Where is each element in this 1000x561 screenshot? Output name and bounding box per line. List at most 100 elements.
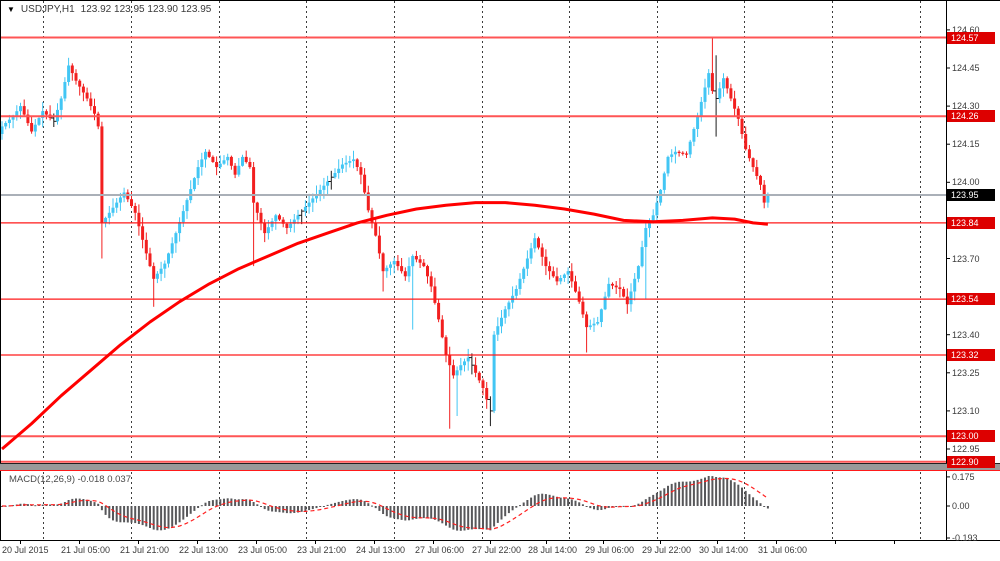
- macd-histogram-bar: [52, 504, 55, 506]
- pane-separator[interactable]: [0, 464, 1000, 470]
- candle-body: [215, 162, 219, 168]
- macd-histogram-bar: [123, 506, 126, 523]
- candle-body: [63, 82, 67, 99]
- candle-body: [333, 173, 337, 178]
- chart-title: ▼ USDJPY,H1 123.92 123.95 123.90 123.95: [7, 4, 211, 15]
- candle-body: [585, 314, 589, 328]
- candle-body: [144, 239, 148, 254]
- macd-histogram-bar: [271, 506, 274, 512]
- macd-histogram-bar: [356, 499, 359, 506]
- candle-body: [115, 202, 119, 208]
- macd-histogram-bar: [729, 480, 732, 506]
- candle-body: [211, 156, 215, 162]
- candle-body: [348, 161, 352, 163]
- candle-body: [322, 185, 326, 190]
- macd-histogram-bar: [315, 506, 318, 509]
- candle-body: [581, 301, 585, 315]
- macd-histogram-bar: [245, 499, 248, 506]
- macd-histogram-bar: [763, 506, 766, 507]
- candle-body: [548, 266, 552, 272]
- candle-body: [337, 168, 341, 173]
- candle-body: [363, 174, 367, 193]
- candle-body: [104, 217, 108, 223]
- candle-body: [263, 222, 267, 234]
- candle-body: [340, 164, 344, 169]
- macd-histogram-bar: [689, 481, 692, 506]
- macd-histogram-bar: [637, 503, 640, 506]
- macd-histogram-bar: [104, 506, 107, 515]
- macd-histogram-bar: [507, 506, 510, 514]
- candle-body: [703, 87, 707, 102]
- candle-body: [707, 73, 711, 88]
- candle-body: [514, 289, 518, 296]
- macd-histogram-bar: [237, 499, 240, 506]
- symbol-dropdown-icon[interactable]: ▼: [7, 4, 15, 14]
- candle-body: [392, 261, 396, 265]
- candle-body: [252, 167, 256, 203]
- macd-histogram-bar: [219, 499, 222, 506]
- candle-body: [688, 141, 692, 155]
- candle-body: [477, 372, 481, 381]
- macd-histogram-bar: [163, 506, 166, 530]
- candle-body: [118, 197, 122, 203]
- candle-body: [725, 78, 729, 89]
- candle-body: [500, 317, 503, 327]
- macd-histogram-bar: [567, 498, 570, 506]
- macd-histogram-bar: [26, 504, 29, 506]
- price-level-label: 124.57: [947, 32, 995, 44]
- candle-body: [485, 388, 489, 400]
- candle-body: [444, 337, 448, 355]
- macd-histogram-bar: [711, 476, 714, 506]
- macd-histogram-bar: [389, 506, 392, 518]
- macd-histogram-bar: [600, 506, 603, 510]
- macd-histogram-bar: [437, 506, 440, 522]
- macd-histogram-bar: [759, 503, 762, 506]
- candle-body: [41, 111, 45, 118]
- candle-body: [19, 106, 22, 112]
- candle-body: [685, 153, 688, 155]
- candle-body: [533, 238, 537, 249]
- macd-histogram-bar: [504, 506, 507, 517]
- price-axis-tick-label: 124.30: [952, 101, 980, 111]
- candle-body: [259, 212, 263, 223]
- candle-body: [85, 92, 89, 99]
- time-axis-label: 23 Jul 05:00: [238, 545, 288, 555]
- candle-body: [178, 222, 182, 234]
- candle-body: [503, 309, 507, 318]
- candle-body: [318, 189, 322, 195]
- candle-body: [451, 365, 455, 376]
- macd-histogram-bar: [700, 478, 703, 506]
- macd-histogram-bar: [252, 502, 255, 506]
- macd-histogram-bar: [189, 506, 192, 514]
- candle-body: [366, 192, 370, 211]
- candle-body: [130, 199, 133, 206]
- time-axis-label: 23 Jul 21:00: [297, 545, 347, 555]
- macd-histogram-bar: [485, 506, 488, 530]
- candle-body: [200, 159, 204, 167]
- macd-histogram-bar: [211, 500, 214, 506]
- candle-body: [207, 151, 211, 157]
- candle-body: [740, 118, 744, 134]
- macd-histogram-bar: [200, 505, 203, 507]
- macd-histogram-bar: [160, 506, 163, 531]
- macd-histogram-bar: [174, 506, 177, 525]
- macd-histogram-bar: [89, 500, 92, 506]
- macd-signal-line: [2, 477, 769, 530]
- macd-histogram-bar: [459, 506, 462, 531]
- price-axis-tick-label: 123.40: [952, 330, 980, 340]
- candle-body: [655, 202, 659, 216]
- candle-body: [59, 98, 63, 110]
- candle-body: [699, 101, 703, 117]
- candle-body: [596, 322, 600, 324]
- candle-body: [440, 319, 444, 338]
- candle-body: [100, 126, 104, 223]
- candle-body: [37, 118, 41, 125]
- candle-body: [588, 325, 592, 328]
- macd-axis-tick-label: 0.00: [952, 501, 970, 511]
- macd-histogram-bar: [448, 506, 451, 528]
- candle-body: [11, 116, 15, 120]
- candle-body: [751, 158, 755, 168]
- candle-body: [426, 266, 429, 277]
- candle-body: [155, 273, 159, 279]
